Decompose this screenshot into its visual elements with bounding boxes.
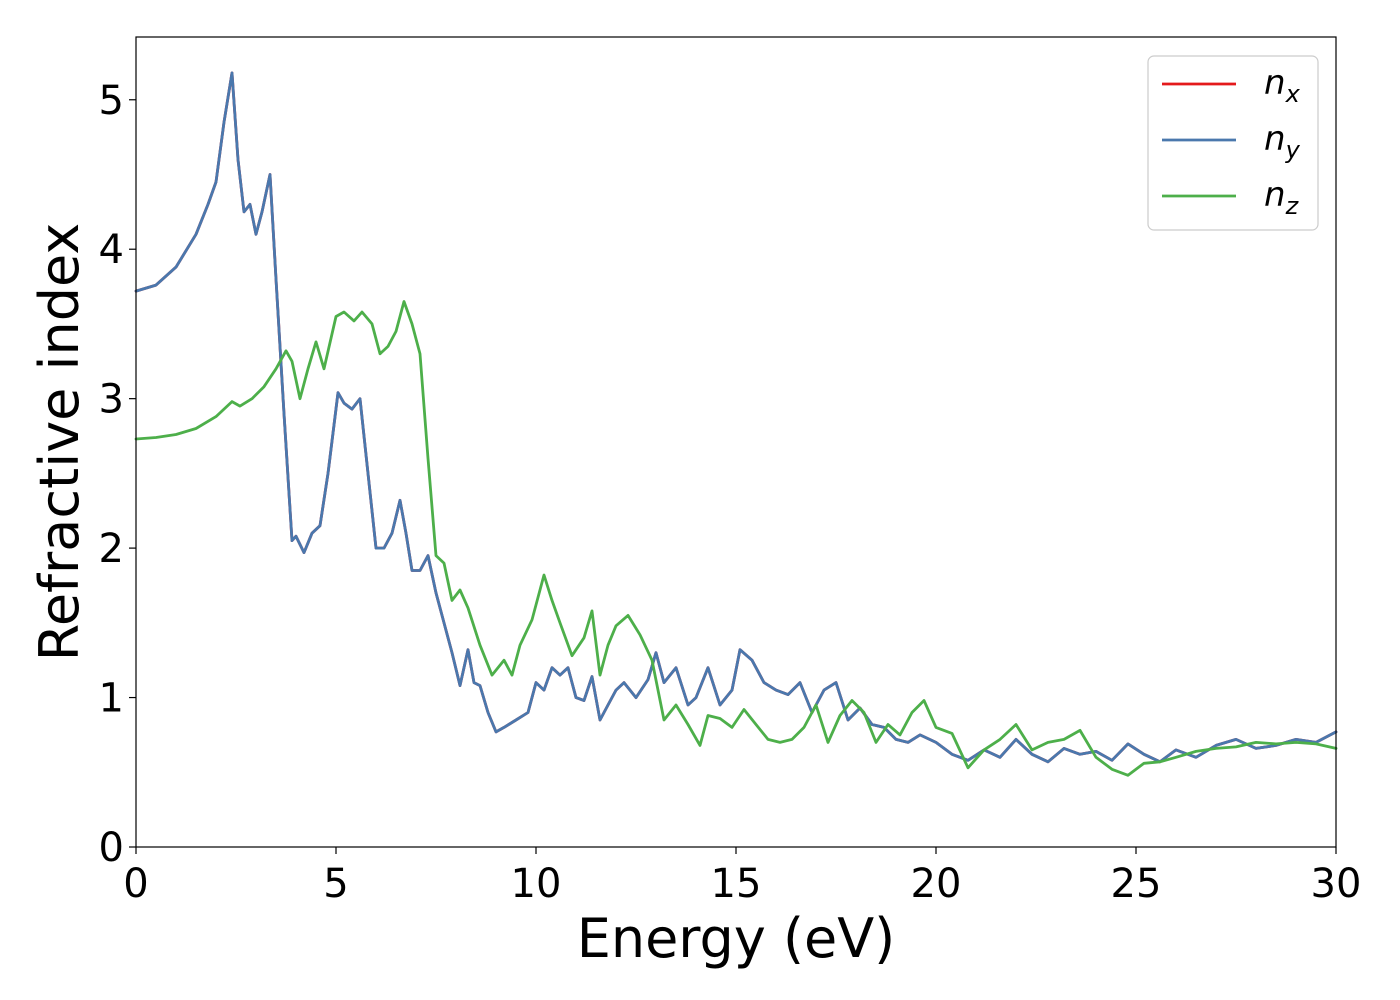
x-tick-label: 0 [123,861,148,907]
x-tick-label: 15 [711,861,762,907]
legend-label-y: ny [1264,119,1301,164]
legend-box [1147,55,1319,231]
x-tick-label: 25 [1111,861,1162,907]
x-tick-label: 30 [1311,861,1362,907]
y-tick-label: 5 [99,78,124,124]
legend: nx ny nz [1147,55,1319,231]
series-line-y [134,71,1338,764]
x-axis-label: Energy (eV) [577,907,896,970]
y-tick-label: 1 [99,676,124,722]
x-tick-label: 5 [323,861,348,907]
y-tick-label: 4 [99,227,124,273]
x-tick-label: 20 [911,861,962,907]
tick-layer: 0 5 10 15 20 25 30 0 1 2 3 4 5 [99,78,1362,907]
series-layer [134,71,1338,777]
legend-label-x: nx [1264,63,1301,108]
y-tick-label: 2 [99,526,124,572]
x-tick-label: 10 [511,861,562,907]
y-axis-label: Refractive index [28,223,91,662]
series-line-z [134,300,1338,777]
y-tick-label: 3 [99,377,124,423]
y-tick-label: 0 [99,825,124,871]
legend-label-z: nz [1264,175,1300,220]
